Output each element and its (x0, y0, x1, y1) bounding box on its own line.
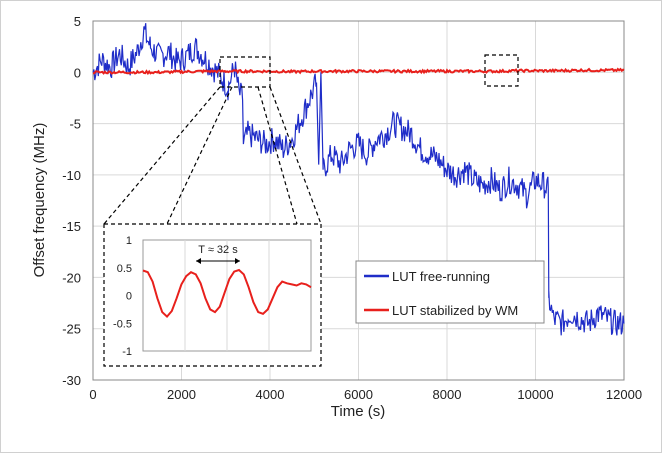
period-arrow-right-head (235, 258, 240, 264)
period-annotation: T ≈ 32 s (198, 244, 238, 256)
x-axis-title: Time (s) (331, 403, 385, 420)
y-tick-label: -10 (62, 168, 81, 183)
y-tick-label: -20 (62, 270, 81, 285)
inset-tick-labels: 1 0.5 0 -0.5 -1 (113, 235, 132, 358)
inset-y-tick-label: 0.5 (117, 263, 132, 275)
x-tick-label: 2000 (167, 387, 196, 402)
period-arrow-left-head (196, 258, 201, 264)
legend-label-lut-free-running: LUT free-running (392, 269, 490, 284)
zoom-connector-mid-left (166, 86, 233, 225)
inset-grid (142, 239, 312, 352)
x-tick-label: 12000 (606, 387, 642, 402)
zoom-connector-mid-right (257, 86, 298, 225)
y-tick-label: -15 (62, 219, 81, 234)
inset-chart: 1 0.5 0 -0.5 -1 T ≈ 32 s (103, 223, 322, 367)
x-tick-label: 8000 (433, 387, 462, 402)
y-tick-label: 5 (74, 14, 81, 29)
inset-y-tick-label: -0.5 (113, 318, 132, 330)
plot-area (92, 20, 625, 381)
zoom-box (219, 56, 271, 88)
legend: LUT free-running LUT stabilized by WM (355, 260, 545, 324)
legend-box (355, 260, 545, 324)
y-tick-label: -5 (69, 117, 81, 132)
y-tick-label: -30 (62, 373, 81, 388)
series-line-1 (93, 67, 625, 76)
x-tick-label: 4000 (256, 387, 285, 402)
x-tick-label: 10000 (517, 387, 553, 402)
series-layer (92, 23, 625, 336)
zoom-connector-left (103, 86, 221, 225)
inset-frame (103, 223, 322, 367)
inset-series-line (142, 268, 312, 319)
y-tick-label: 0 (74, 65, 81, 80)
legend-label-lut-stabilized: LUT stabilized by WM (392, 303, 518, 318)
series-line-0 (92, 23, 625, 336)
axes-labels: 0 2000 4000 6000 8000 10000 1200050-5-10-15-20… (62, 14, 642, 402)
inset-y-tick-label: -1 (122, 346, 132, 358)
x-tick-label: 0 (89, 387, 96, 402)
inset-y-tick-label: 0 (126, 291, 132, 303)
x-tick-label: 6000 (344, 387, 373, 402)
zoom-connector-right (269, 86, 322, 225)
y-axis-title: Offset frequency (MHz) (31, 123, 48, 278)
inset-series-layer (142, 268, 312, 319)
highlight-box (484, 54, 519, 87)
y-tick-label: -25 (62, 322, 81, 337)
inset-y-tick-label: 1 (126, 235, 132, 247)
